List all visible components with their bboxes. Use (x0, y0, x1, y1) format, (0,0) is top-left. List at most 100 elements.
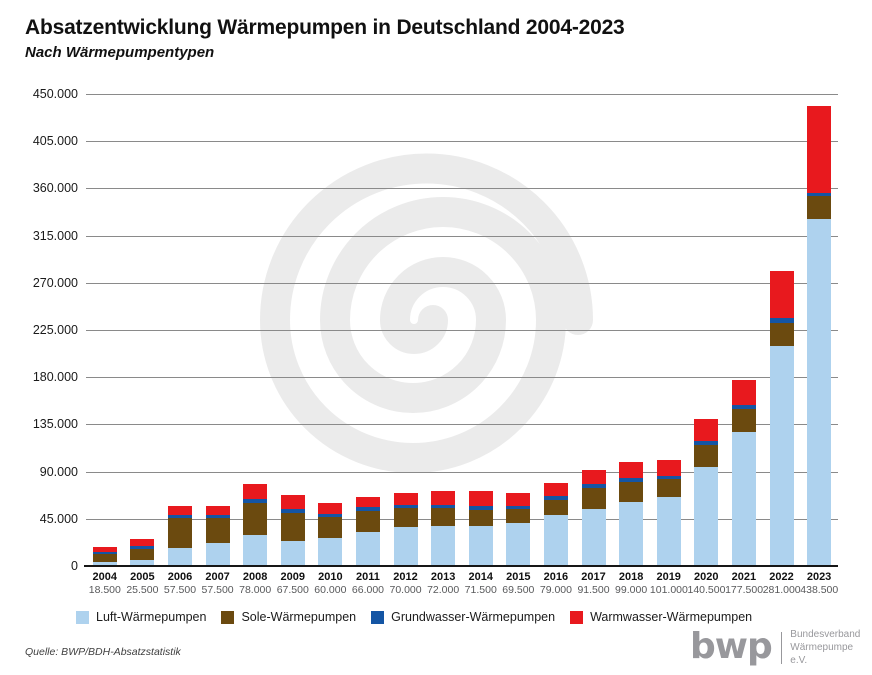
y-tick-label: 135.000 (32, 417, 78, 432)
bar-2004 (92, 546, 117, 566)
bar-segment-luft (544, 514, 568, 566)
bar-2012 (393, 492, 418, 566)
x-axis-labels: 2004 18.500 2005 25.500 2006 57.500 2007 57.500… (86, 571, 839, 596)
y-tick-label: 0 (71, 559, 78, 573)
bar-segment-sole (356, 510, 380, 533)
bar-segment-sole (205, 517, 230, 544)
legend-label-grundwasser: Grundwasser-Wärmepumpen (391, 610, 556, 624)
x-tick: 2023 438.500 (800, 571, 838, 596)
legend-label-luft: Luft-Wärmepumpen (96, 610, 207, 624)
bar-segment-warmwasser (243, 484, 268, 499)
bar-segment-sole (92, 554, 117, 562)
x-tick-year: 2006 (167, 571, 193, 583)
x-tick-total: 438.500 (800, 584, 839, 596)
bar-segment-warmwasser (807, 106, 832, 193)
x-tick-total: 57.500 (163, 584, 197, 596)
y-tick-label: 90.000 (39, 464, 78, 479)
x-tick-total: 177.500 (725, 584, 764, 596)
legend: Luft-Wärmepumpen Sole-Wärmepumpen Grundwas… (76, 610, 752, 624)
bar-segment-sole (544, 499, 568, 515)
bar-segment-luft (656, 497, 681, 566)
y-tick-label: 450.000 (32, 87, 78, 101)
legend-item-warmwasser: Warmwasser-Wärmepumpen (570, 610, 752, 624)
legend-label-sole: Sole-Wärmepumpen (241, 610, 357, 624)
x-tick: 2015 69.500 (500, 571, 538, 596)
x-tick-year: 2004 (92, 571, 118, 583)
legend-swatch-luft (76, 610, 89, 624)
gridline (86, 518, 838, 520)
bar-segment-warmwasser (544, 483, 568, 497)
x-tick-total: 25.500 (126, 584, 159, 596)
bar-2016 (544, 483, 568, 566)
bar-2021 (732, 379, 756, 566)
bar-segment-grundwasser (205, 514, 230, 518)
x-tick: 2007 57.500 (199, 571, 237, 596)
bar-2006 (168, 505, 192, 566)
bar-segment-sole (431, 508, 456, 526)
bar-2009 (280, 495, 305, 566)
x-tick-year: 2013 (430, 571, 456, 583)
x-tick: 2016 79.000 (537, 571, 575, 596)
x-tick-total: 69.500 (502, 584, 535, 596)
x-tick-year: 2016 (543, 571, 569, 583)
bar-segment-luft (92, 561, 117, 566)
x-tick: 2022 281.000 (763, 571, 801, 596)
bar-segment-grundwasser (280, 508, 305, 513)
bar-segment-sole (807, 196, 832, 220)
x-tick: 2021 177.500 (725, 571, 763, 596)
x-tick-total: 99.000 (615, 584, 648, 596)
bar-segment-grundwasser (130, 546, 155, 549)
bar-segment-sole (468, 509, 493, 527)
bar-segment-luft (468, 526, 493, 566)
bar-segment-grundwasser (694, 441, 719, 446)
bar-segment-sole (280, 512, 305, 541)
bar-segment-sole (168, 518, 192, 548)
bar-segment-sole (769, 323, 794, 346)
bar-2013 (431, 490, 456, 566)
bar-segment-sole (506, 509, 531, 523)
bar-segment-grundwasser (506, 506, 531, 510)
bar-segment-warmwasser (92, 546, 117, 553)
chart-title: Absatzentwicklung Wärmepumpen in Deutsch… (25, 16, 625, 39)
x-tick-total: 281.000 (762, 584, 801, 596)
gridline (86, 471, 838, 473)
x-tick-year: 2015 (506, 571, 531, 583)
logo-org-line2: Wärmepumpe e.V. (790, 642, 854, 666)
bar-segment-warmwasser (431, 490, 456, 505)
bar-segment-luft (393, 526, 418, 566)
x-tick-total: 60.000 (314, 584, 347, 596)
gridline (86, 235, 838, 237)
bar-2011 (356, 496, 380, 566)
bar-segment-grundwasser (544, 496, 568, 500)
plot-area (84, 94, 838, 567)
bar-segment-warmwasser (732, 379, 756, 405)
x-tick: 2008 78.000 (236, 571, 274, 596)
gridline (86, 377, 838, 379)
bar-segment-luft (807, 219, 832, 566)
gridline (86, 188, 838, 190)
bar-segment-grundwasser (656, 475, 681, 480)
bar-2017 (581, 470, 606, 566)
bar-segment-luft (619, 502, 644, 566)
bar-segment-warmwasser (506, 493, 531, 507)
y-tick-label: 225.000 (32, 323, 78, 337)
legend-item-luft: Luft-Wärmepumpen (76, 610, 206, 624)
gridline (86, 141, 838, 143)
x-tick-total: 72.000 (427, 584, 460, 596)
bar-segment-luft (130, 559, 155, 566)
gridline (86, 282, 838, 284)
x-tick-year: 2005 (130, 571, 155, 583)
x-tick-total: 18.500 (88, 584, 121, 596)
y-axis: 0 45.000 90.000 135.000 180.000 225.000 270.00… (0, 87, 78, 573)
x-tick: 2019 101.000 (650, 571, 688, 596)
x-tick-year: 2023 (806, 571, 832, 583)
bar-segment-grundwasser (581, 484, 606, 488)
bar-segment-grundwasser (168, 514, 192, 519)
bar-segment-grundwasser (243, 498, 268, 503)
x-tick: 2013 72.000 (424, 571, 462, 596)
bar-segment-warmwasser (581, 470, 606, 485)
y-tick-label: 315.000 (32, 228, 78, 243)
x-tick-total: 140.500 (687, 584, 726, 596)
x-tick: 2010 60.000 (312, 571, 350, 596)
